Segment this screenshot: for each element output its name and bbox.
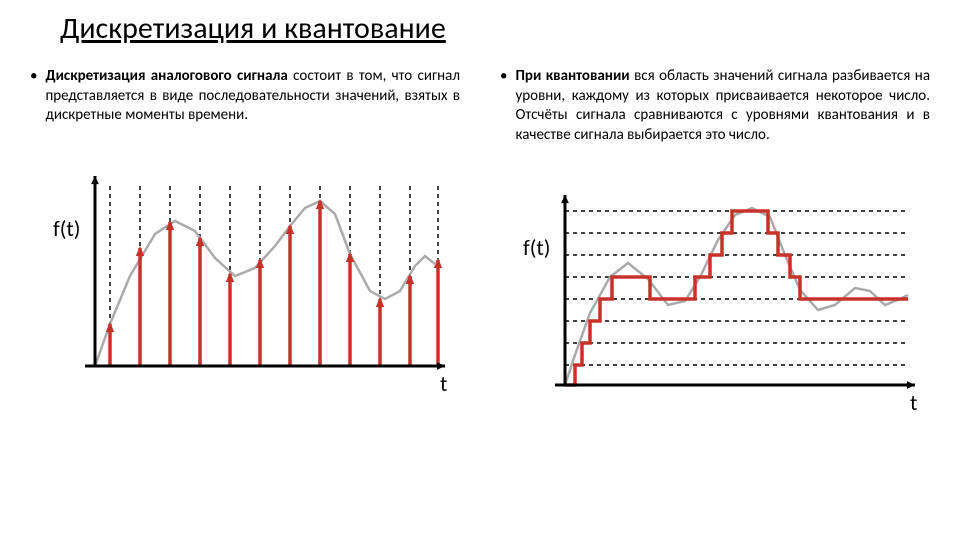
svg-text:t: t — [910, 389, 917, 416]
columns: Дискретизация аналогового сигнала состои… — [30, 67, 930, 425]
page-title: Дискретизация и квантование — [60, 10, 930, 47]
right-paragraph: При квантовании вся область значений сиг… — [500, 67, 930, 145]
right-bold: При квантовании — [515, 67, 629, 85]
svg-text:t: t — [440, 370, 447, 397]
left-bold: Дискретизация аналогового сигнала — [45, 67, 287, 85]
left-column: Дискретизация аналогового сигнала состои… — [30, 67, 460, 425]
svg-text:f(t): f(t) — [523, 234, 550, 261]
left-chart: f(t) t — [30, 156, 460, 406]
svg-text:f(t): f(t) — [53, 215, 80, 242]
right-chart: f(t) t — [500, 175, 930, 425]
left-paragraph: Дискретизация аналогового сигнала состои… — [30, 67, 460, 126]
right-column: При квантовании вся область значений сиг… — [500, 67, 930, 425]
